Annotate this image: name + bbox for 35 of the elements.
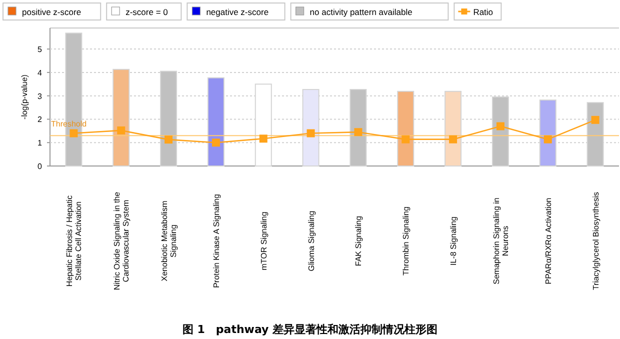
point [449,135,458,144]
point [306,129,315,138]
x-tick-label: mTOR Signaling [259,212,268,270]
y-tick-label: 5 [38,45,43,54]
x-tick-label: Semaphorin Signaling in Neurons [492,198,510,284]
ref-line-label: Threshold [51,120,87,129]
x-tick-label: Glioma Signaling [306,210,316,272]
point [212,138,220,147]
point [117,126,126,134]
y-tick-label: 0 [38,162,43,171]
point [164,136,173,144]
point [544,135,552,144]
x-tick-label: PPARα/RXRα Activation [544,198,553,284]
x-tick-label: IL-8 Signaling [449,216,458,266]
x-tick-label: Triacylglycerol Biosynthesis [591,192,600,290]
x-tick-label: FAK Signaling [354,216,364,266]
x-tick-label: Thrombin Signaling [402,206,411,276]
legend-label: Ratio [473,7,494,17]
y-tick-label: 4 [38,68,43,78]
point [591,116,600,124]
point [354,128,362,136]
legend-label: no activity pattern available [310,7,413,17]
caption: 图 1 pathway 差异显著性和激活抑制情况柱形图 [182,323,438,336]
x-tick-label: Hepatic Fibrosis / Hepatic Stellate Cell Activation [65,195,84,287]
y-tick-label: 2 [38,115,43,124]
point [496,122,504,130]
y-tick-label: 1 [38,138,43,148]
y-tick-label: 3 [38,92,43,101]
y-axis-title: -log(p-value) [20,74,29,120]
x-tick-label: Nitric Oxide Signaling in the Cardiovascular System [112,191,131,290]
point [402,135,410,144]
point [70,129,78,138]
point [259,134,268,143]
x-tick-label: Protein Kinase A Signaling [212,194,221,288]
x-tick-label: Xenobiotic Metabolism Signaling [160,200,178,282]
